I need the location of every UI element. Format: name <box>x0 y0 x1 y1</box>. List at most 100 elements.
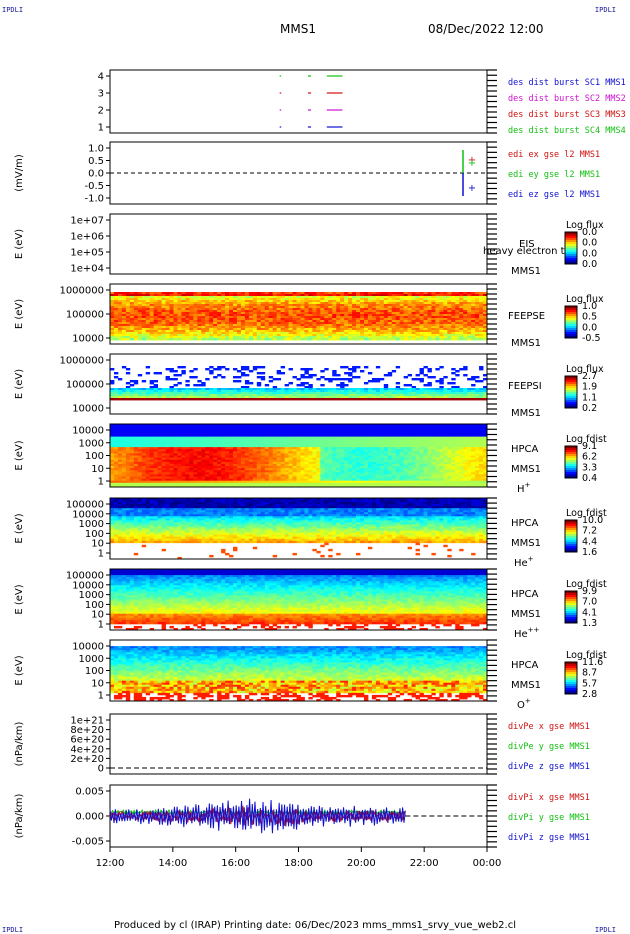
spectrogram-cell <box>181 447 186 450</box>
spectrogram-cell <box>304 372 309 375</box>
spectrogram-cell <box>225 390 230 393</box>
spectrogram-cell <box>137 478 143 482</box>
spectrogram-cell <box>367 296 373 299</box>
spectrogram-cell <box>129 392 135 395</box>
spectrogram-cell <box>129 470 135 473</box>
spectrogram-cell <box>233 449 238 452</box>
spectrogram-cell <box>129 478 135 482</box>
spectrogram-cell <box>197 453 202 456</box>
spectrogram-cell <box>240 312 246 315</box>
spectrogram-cell <box>427 370 432 373</box>
spectrogram-cell <box>324 440 329 444</box>
spectrogram-cell <box>213 334 218 337</box>
spectrogram-cell <box>411 332 416 335</box>
spectrogram-cell <box>332 318 337 321</box>
spectrogram-cell <box>260 447 266 450</box>
spectrogram-cell <box>149 380 155 383</box>
spectrogram-cell <box>447 396 452 399</box>
spectrogram-cell <box>209 302 214 305</box>
spectrogram-cell <box>209 320 214 323</box>
spectrogram-cell <box>304 318 309 321</box>
spectrogram-cell <box>209 372 214 375</box>
spectrogram-cell <box>125 482 131 486</box>
spectrogram-cell <box>197 380 202 383</box>
spectrogram-cell <box>371 322 377 325</box>
spectrogram-cell <box>193 308 198 311</box>
spectrogram-cell <box>217 306 222 309</box>
spectrogram-cell <box>415 296 420 299</box>
spectrogram-cell <box>260 440 266 444</box>
spectrogram-cell <box>304 322 309 325</box>
spectrogram-cell <box>379 306 385 309</box>
spectrogram-cell <box>225 316 230 319</box>
spectrogram-cell <box>205 396 210 399</box>
spectrogram-cell <box>213 466 218 469</box>
spectrogram-cell <box>467 322 472 325</box>
spectrogram-cell <box>256 388 262 391</box>
spacecraft-label: MMS1 <box>511 338 541 349</box>
spectrogram-cell <box>324 468 329 471</box>
spectrogram-cell <box>213 392 218 395</box>
spectrogram-cell <box>332 330 337 333</box>
spectrogram-cell <box>276 453 282 456</box>
spectrogram-cell <box>145 459 151 463</box>
spectrogram-cell <box>332 306 337 309</box>
spectrogram-cell <box>375 366 381 369</box>
spectrogram-cell <box>463 296 468 299</box>
spectrogram-cell <box>264 330 270 333</box>
spectrogram-cell <box>181 396 186 399</box>
spectrogram-cell <box>360 326 365 329</box>
spectrogram-cell <box>113 302 119 305</box>
spectrogram-cell <box>244 451 250 454</box>
spectrogram-cell <box>129 394 135 397</box>
spectrogram-cell <box>181 463 186 467</box>
spectrogram-cell <box>455 324 460 327</box>
spectrogram-cell <box>320 298 325 301</box>
spectrogram-cell <box>316 468 321 471</box>
spectrogram-cell <box>161 398 166 401</box>
colorbar-cell <box>565 332 577 335</box>
spectrogram-cell <box>252 322 258 325</box>
spectrogram-cell <box>149 394 155 397</box>
spectrogram-cell <box>221 324 226 327</box>
spectrogram-cell <box>189 296 194 299</box>
spectrogram-cell <box>244 398 250 401</box>
spectrogram-cell <box>110 455 115 458</box>
spectrogram-cell <box>161 442 166 446</box>
spectrogram-cell <box>205 478 210 482</box>
spectrogram-cell <box>475 316 480 319</box>
spectrogram-cell <box>268 328 274 331</box>
spectrogram-cell <box>157 438 162 442</box>
spectrogram-cell <box>328 380 333 383</box>
spectrogram-cell <box>288 459 293 463</box>
spectrogram-cell <box>177 440 182 444</box>
spectrogram-cell <box>173 336 178 339</box>
spectrogram-cell <box>459 328 464 331</box>
spectrogram-cell <box>181 302 186 305</box>
colorbar-tick-label: 1.1 <box>582 392 597 403</box>
spectrogram-cell <box>371 316 377 319</box>
spectrogram-cell <box>236 440 242 444</box>
spectrogram-cell <box>300 308 305 311</box>
spectrogram-cell <box>229 482 234 486</box>
spectrogram-cell <box>288 320 293 323</box>
spectrogram-cell <box>141 318 147 321</box>
spectrogram-cell <box>157 298 162 301</box>
spectrogram-cell <box>229 466 234 469</box>
spectrogram-cell <box>300 338 305 341</box>
spectrogram-cell <box>431 298 436 301</box>
spectrogram-cell <box>443 306 448 309</box>
spectrogram-cell <box>296 378 301 381</box>
spectrogram-cell <box>256 449 262 452</box>
spectrogram-cell <box>221 312 226 315</box>
spectrogram-cell <box>352 396 357 399</box>
spectrogram-cell <box>248 390 254 393</box>
spectrogram-cell <box>344 378 349 381</box>
spectrogram-cell <box>411 326 416 329</box>
spectrogram-cell <box>141 316 147 319</box>
spectrogram-cell <box>205 392 210 395</box>
spectrogram-cell <box>280 304 286 307</box>
spectrogram-cell <box>439 324 444 327</box>
spectrogram-cell <box>213 304 218 307</box>
spectrogram-cell <box>312 332 317 335</box>
